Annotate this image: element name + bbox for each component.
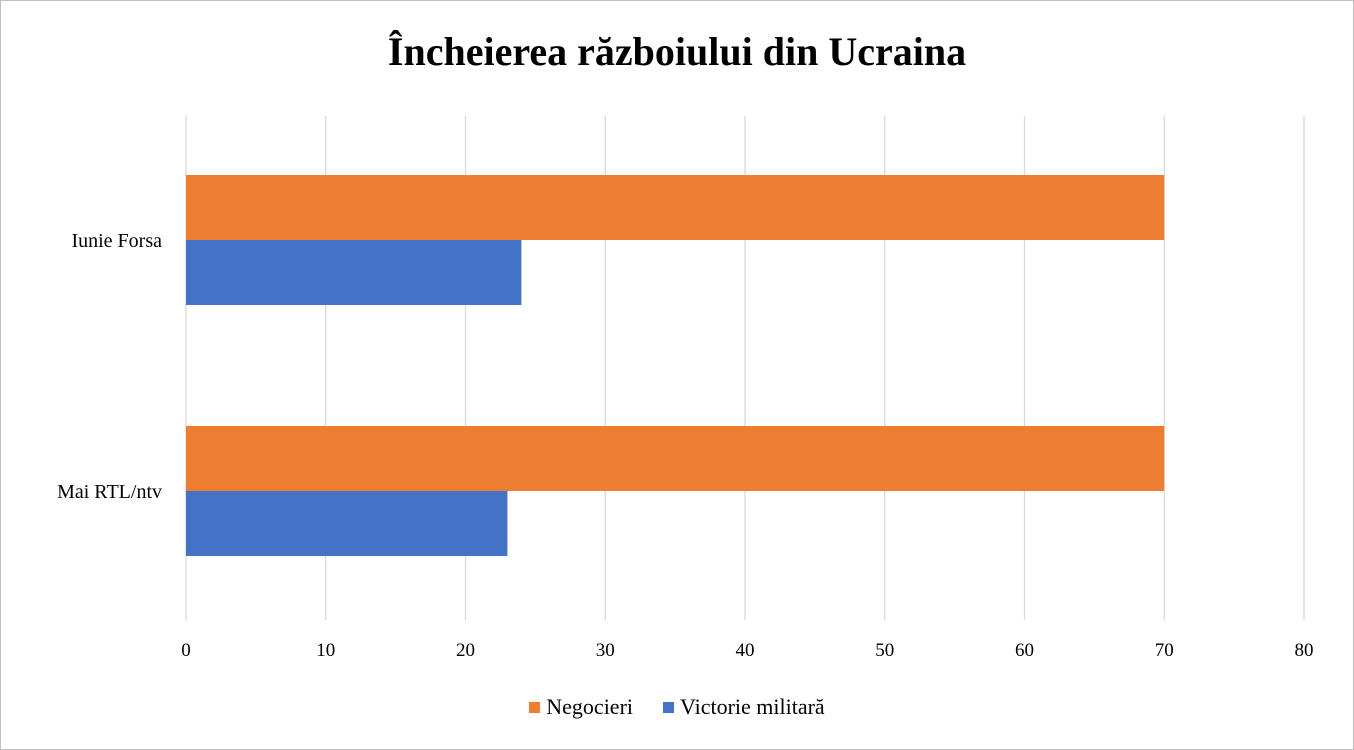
legend-label-1: Victorie militară <box>680 694 825 719</box>
x-tick-label: 60 <box>1015 640 1034 661</box>
x-tick-labels: 0 10 20 30 40 50 60 70 80 <box>181 640 1313 661</box>
x-tick-label: 70 <box>1155 640 1174 661</box>
bar-victorie-militara-0 <box>186 240 522 305</box>
bars <box>186 175 1165 556</box>
bar-victorie-militara-1 <box>186 491 508 556</box>
x-tick-label: 50 <box>875 640 894 661</box>
category-label: Iunie Forsa <box>71 230 162 252</box>
category-label: Mai RTL/ntv <box>57 481 162 503</box>
category-labels: Iunie Forsa Mai RTL/ntv <box>57 230 162 503</box>
legend-item-1: Victorie militară <box>663 694 825 720</box>
legend-item-0: Negocieri <box>529 694 633 720</box>
x-tick-label: 40 <box>736 640 755 661</box>
legend-swatch-1 <box>663 701 675 713</box>
legend-swatch-0 <box>529 701 541 713</box>
x-tick-label: 0 <box>181 640 191 661</box>
bar-negocieri-0 <box>186 175 1165 240</box>
x-tick-label: 80 <box>1295 640 1314 661</box>
legend-label-0: Negocieri <box>546 694 634 719</box>
x-tick-label: 30 <box>596 640 615 661</box>
bar-negocieri-1 <box>186 426 1165 491</box>
x-tick-label: 10 <box>316 640 335 661</box>
chart-title: Încheierea războiului din Ucraina <box>387 29 967 74</box>
x-tick-label: 20 <box>456 640 475 661</box>
legend: Negocieri Victorie militară <box>0 694 1354 720</box>
